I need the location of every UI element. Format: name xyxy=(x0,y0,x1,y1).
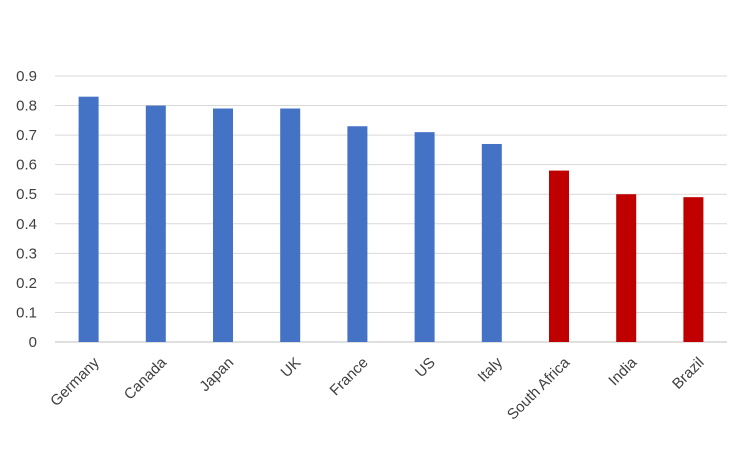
y-axis-tick-labels: 0 0.1 0.2 0.3 0.4 0.5 0.6 0.7 0.8 0.9 xyxy=(16,68,37,351)
x-category-label: South Africa xyxy=(504,354,574,424)
gridlines xyxy=(55,75,727,343)
bar-japan xyxy=(213,108,233,342)
y-tick-label: 0.7 xyxy=(16,127,37,144)
y-tick-label: 0.1 xyxy=(16,304,37,321)
x-category-label: India xyxy=(605,354,640,389)
x-category-label: Brazil xyxy=(669,354,708,393)
bar-brazil xyxy=(683,197,704,342)
bar-france xyxy=(347,126,368,342)
y-tick-label: 0.6 xyxy=(16,157,37,174)
x-category-label: Japan xyxy=(196,354,237,395)
bar-south-africa xyxy=(549,170,569,342)
bar-italy xyxy=(481,143,502,342)
y-tick-label: 0.4 xyxy=(16,216,37,233)
bar-uk xyxy=(280,108,301,342)
y-tick-label: 0 xyxy=(29,334,37,351)
bars xyxy=(78,96,704,342)
bar-us xyxy=(414,132,435,342)
bar-canada xyxy=(145,105,166,342)
y-tick-label: 0.5 xyxy=(16,186,37,203)
x-category-label: US xyxy=(412,354,439,381)
y-tick-label: 0.8 xyxy=(16,98,37,115)
y-tick-label: 0.3 xyxy=(16,245,37,262)
y-tick-label: 0.9 xyxy=(16,68,37,85)
x-category-label: France xyxy=(327,354,372,399)
bar-india xyxy=(616,194,637,342)
bar-germany xyxy=(78,96,99,342)
x-category-label: Canada xyxy=(121,354,171,404)
x-category-label: Italy xyxy=(475,354,507,386)
x-category-label: Germany xyxy=(47,354,103,410)
y-tick-label: 0.2 xyxy=(16,275,37,292)
x-category-label: UK xyxy=(278,354,305,381)
